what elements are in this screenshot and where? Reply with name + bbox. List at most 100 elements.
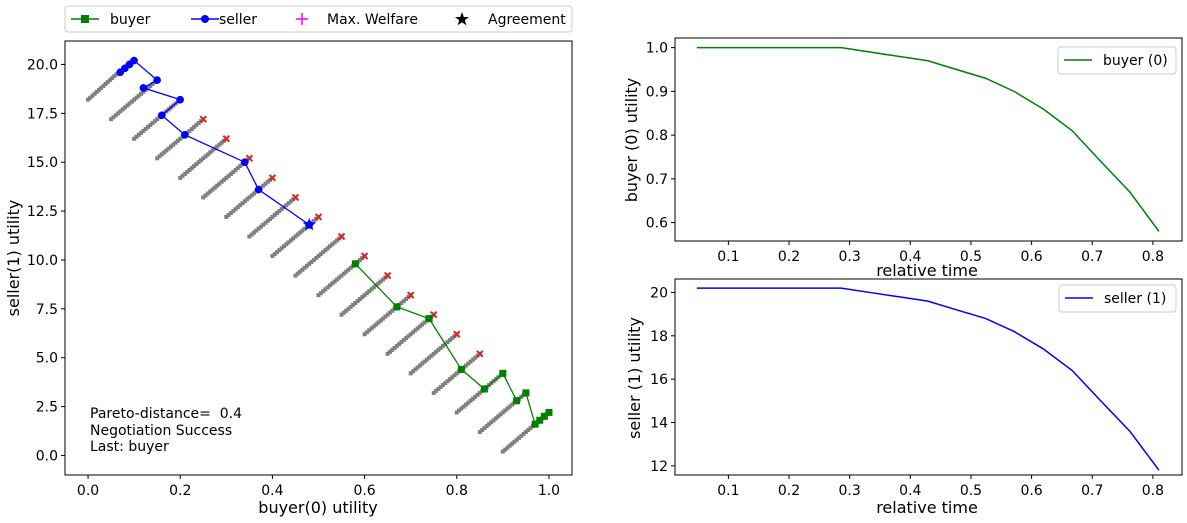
outcome-point (355, 299, 360, 304)
buyer-plot-x-tick-label: 0.5 (960, 249, 982, 265)
outcome-point (493, 416, 498, 421)
outcome-point (387, 310, 392, 315)
main-x-tick-label: 0.6 (353, 483, 375, 499)
legend-entry-seller: seller (191, 12, 257, 28)
outcome-point (215, 183, 220, 188)
outcome-point (489, 420, 494, 425)
outcome-point (139, 91, 144, 96)
pareto-marker-stroke (360, 252, 369, 260)
outcome-point (171, 142, 176, 147)
outcome-point (415, 326, 420, 331)
outcome-point (231, 209, 236, 214)
outcome-point (427, 355, 432, 360)
blue-circle-icon (201, 15, 209, 23)
outcome-point (410, 369, 415, 374)
outcome-point (381, 277, 386, 282)
outcome-point (210, 148, 215, 153)
outcome-point (364, 330, 369, 335)
main-y-tick-label: 15.0 (27, 155, 58, 171)
outcome-point (424, 357, 429, 362)
outcome-point (413, 367, 418, 372)
outcome-point (247, 195, 252, 200)
seller-plot-x-tick-label: 0.5 (960, 483, 982, 499)
buyer-plot-y-axis-title: buyer (0) utility (622, 78, 641, 203)
outcome-point (314, 256, 319, 260)
main-x-tick-label: 0.4 (261, 483, 283, 499)
utility-space-plot: 0.0 0.2 0.4 0.6 0.8 1.0 0.0 2.5 5.0 7.5 10.0 12.5 15… (4, 40, 573, 517)
outcome-point (201, 156, 206, 161)
outcome-point (249, 193, 254, 198)
seller-utility-plot-area (696, 287, 1160, 471)
outcome-point (408, 332, 413, 337)
main-y-tick-label: 17.5 (27, 106, 58, 122)
outcome-point (205, 191, 210, 196)
outcome-point (344, 269, 349, 274)
outcome-point (369, 287, 374, 292)
outcome-point (148, 83, 153, 88)
seller-plot-legend: seller (1) (1058, 284, 1177, 313)
outcome-point (150, 121, 155, 126)
outcome-point (270, 214, 275, 219)
outcome-point (208, 150, 213, 155)
outcome-point (238, 164, 243, 169)
seller-plot-frame (674, 278, 1183, 476)
outcome-point (452, 373, 457, 378)
seller-plot-y-tick-label: 12 (650, 459, 668, 475)
pareto-marker-stroke (337, 232, 346, 241)
outcome-point (222, 177, 227, 182)
outcome-point (139, 130, 144, 135)
annotation-block: Pareto-distance= 0.4 Negotiation Success… (90, 406, 242, 455)
outcome-point (288, 199, 293, 204)
outcome-point (141, 89, 146, 94)
outcome-point (417, 324, 422, 329)
outcome-point (164, 148, 169, 153)
pareto-marker (360, 252, 369, 260)
outcome-point (300, 228, 305, 233)
outcome-point (436, 347, 441, 352)
outcome-point (92, 91, 97, 96)
outcome-point (376, 320, 381, 325)
outcome-point (440, 383, 445, 388)
outcome-point (376, 281, 381, 286)
outcome-point (261, 183, 266, 188)
outcome-point (166, 146, 171, 151)
outcome-point (323, 287, 328, 292)
outcome-point (192, 125, 197, 130)
outcome-point (390, 308, 395, 313)
main-x-tick-label: 0.8 (446, 483, 468, 499)
outcome-point (362, 332, 367, 337)
seller-offer-marker (139, 84, 148, 92)
outcome-point (304, 263, 309, 268)
outcome-point (212, 185, 217, 190)
outcome-point (189, 126, 194, 131)
outcome-point (96, 87, 101, 92)
buyer-offer-marker (513, 397, 521, 405)
outcome-point (360, 295, 365, 300)
outcome-point (357, 297, 362, 302)
seller-plot-axis-ticks: 0.1 0.2 0.3 0.4 0.5 0.6 0.7 0.8 12 14 16 18 20 (650, 285, 1164, 499)
buyer-offer-marker (531, 420, 539, 428)
outcome-point (450, 336, 455, 341)
legend-entry-max-welfare: Max. Welfare (296, 12, 418, 28)
outcome-point (401, 338, 406, 343)
outcome-point (434, 349, 439, 354)
outcome-point (300, 267, 305, 272)
outcome-point (399, 300, 404, 305)
outcome-point (328, 244, 333, 249)
outcome-point (169, 144, 174, 149)
seller-plot-x-tick-label: 0.7 (1081, 483, 1103, 499)
last-offer-annotation: Last: buyer (90, 439, 169, 455)
outcome-point (346, 306, 351, 311)
main-y-tick-label: 2.5 (36, 400, 58, 416)
outcome-point (454, 371, 459, 376)
outcome-point (99, 85, 104, 90)
main-y-tick-label: 7.5 (36, 302, 58, 318)
outcome-point (284, 203, 289, 208)
outcome-point (272, 212, 277, 217)
outcome-point (192, 164, 197, 169)
main-legend: buyer seller Max. Welfare Agreement (64, 5, 573, 33)
outcome-point (385, 351, 390, 356)
outcome-point (132, 97, 137, 102)
outcome-point (516, 435, 521, 440)
buyer-offer-marker (425, 315, 433, 323)
